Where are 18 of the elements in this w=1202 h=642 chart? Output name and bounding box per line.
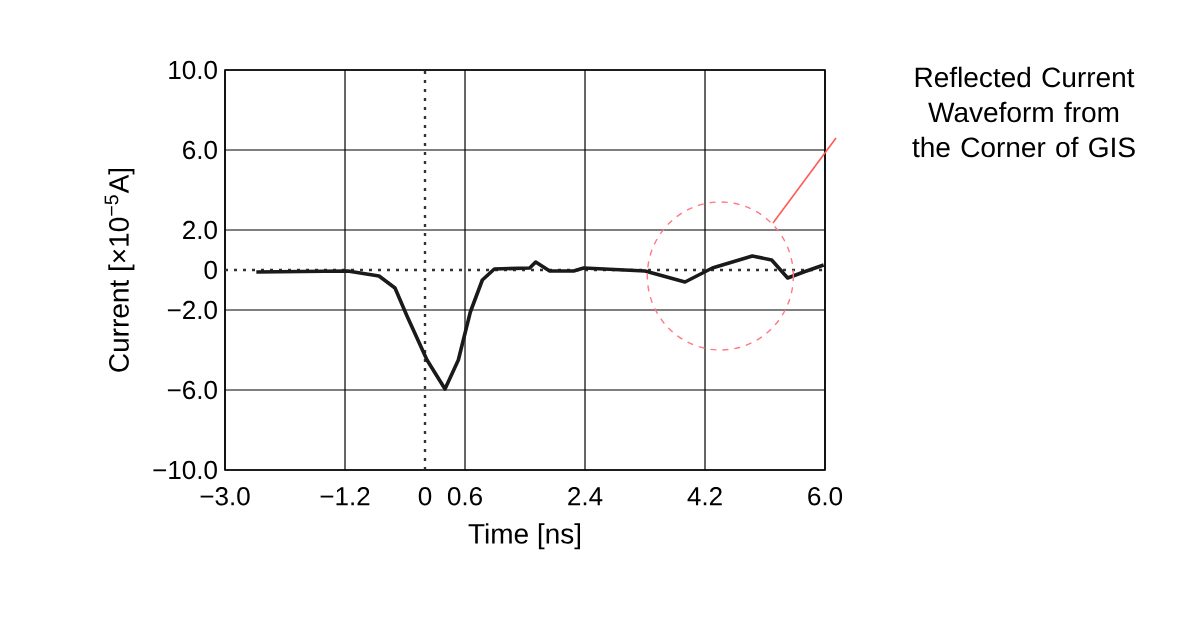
x-tick-label: −1.2 [320, 487, 370, 506]
x-tick-label: 2.4 [568, 487, 603, 506]
y-axis-title: Current [×10$^{−5}$A] [104, 168, 135, 372]
x-tick-label: 6.0 [808, 487, 843, 506]
y-tick-label: 0 [204, 260, 217, 280]
y-tick-label: 2.0 [183, 220, 217, 240]
x-tick-label: 0 [418, 487, 432, 506]
y-tick-label: −6.0 [167, 380, 217, 400]
x-axis-title: Time [ns] [468, 523, 581, 550]
text: Reflected Current Waveform from the Corner of GIS [912, 66, 1135, 158]
y-tick-label: −2.0 [167, 300, 217, 320]
x-tick-label: 0.6 [447, 487, 482, 506]
y-tick-label: −10.0 [153, 460, 217, 480]
y-tick-label: 6.0 [183, 140, 217, 160]
y-tick-label: 10.0 [169, 60, 217, 80]
x-tick-label: 4.2 [687, 487, 722, 506]
x-tick-label: −3.0 [200, 487, 250, 506]
line-series [254, 254, 826, 391]
